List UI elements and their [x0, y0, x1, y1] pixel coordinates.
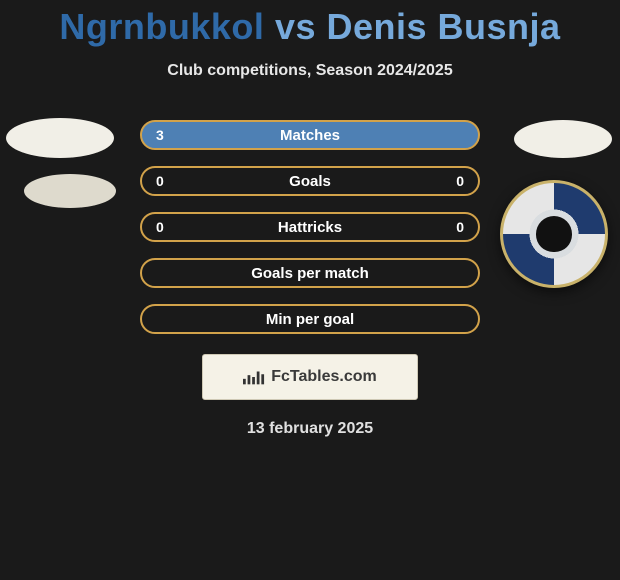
player2-avatar-placeholder-icon [514, 120, 612, 158]
stat-bar: 0 Hattricks 0 [140, 212, 480, 242]
site-attribution: FcTables.com [202, 354, 418, 400]
stat-label: Goals per match [251, 265, 369, 282]
stat-right-value: 0 [456, 219, 464, 235]
subtitle: Club competitions, Season 2024/2025 [0, 62, 620, 80]
stat-label: Min per goal [266, 311, 354, 328]
stat-label: Hattricks [278, 219, 342, 236]
stat-bar: 0 Goals 0 [140, 166, 480, 196]
player2-name: Denis Busnja [327, 6, 561, 47]
stat-bar: Min per goal [140, 304, 480, 334]
stat-right-value: 0 [456, 173, 464, 189]
site-name: FcTables.com [271, 368, 377, 386]
stat-bar: Goals per match [140, 258, 480, 288]
stat-bar: 3 Matches [140, 120, 480, 150]
player1-avatar-placeholder-icon [6, 118, 114, 158]
bar-chart-icon [243, 369, 265, 385]
stat-left-value: 3 [156, 127, 164, 143]
player1-name: Ngrnbukkol [59, 6, 264, 47]
date-stamp: 13 february 2025 [0, 420, 620, 438]
page-title: Ngrnbukkol vs Denis Busnja [0, 0, 620, 48]
player1-silhouette-icon [24, 174, 116, 208]
stat-label: Goals [289, 173, 331, 190]
vs-separator: vs [275, 6, 316, 47]
stat-left-value: 0 [156, 173, 164, 189]
club-badge-icon [500, 180, 608, 288]
stat-label: Matches [280, 127, 340, 144]
stat-left-value: 0 [156, 219, 164, 235]
